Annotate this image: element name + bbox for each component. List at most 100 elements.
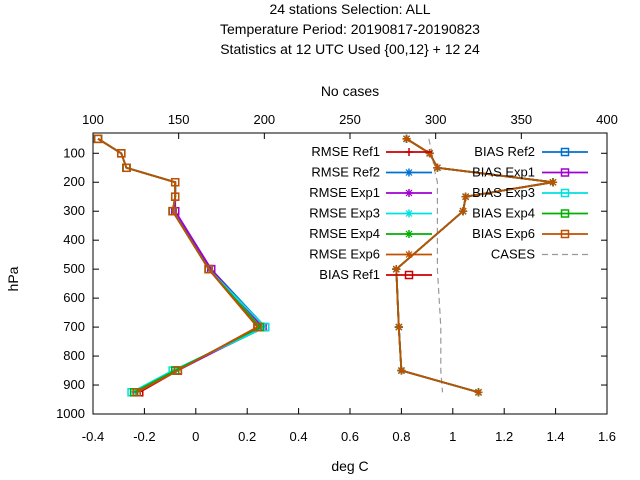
y-tick-label: 400 xyxy=(63,232,85,247)
legend-entry: RMSE Ref1 xyxy=(311,144,432,159)
marker-stroke xyxy=(549,178,557,186)
data-point-rmse-exp6 xyxy=(549,178,558,187)
square-marker xyxy=(170,192,180,201)
data-point-bias-exp6 xyxy=(122,163,131,173)
data-point-bias-exp6 xyxy=(117,149,126,158)
y-tick-label: 500 xyxy=(63,261,85,276)
x2-tick-label: 200 xyxy=(253,112,275,127)
data-point-rmse-exp6 xyxy=(425,149,434,158)
marker-stroke xyxy=(433,164,441,172)
legend-entry: BIAS Ref2 xyxy=(474,144,588,159)
series-bias-exp6 xyxy=(93,134,262,397)
legend-sample-marker xyxy=(405,230,413,238)
x2-tick-label: 150 xyxy=(168,112,190,127)
y-tick-label: 800 xyxy=(63,348,85,363)
data-point-bias-exp6 xyxy=(168,206,177,216)
legend-entry: RMSE Exp3 xyxy=(309,206,432,221)
top-axis-label: No cases xyxy=(321,83,379,99)
x-tick-label: 1.2 xyxy=(495,429,513,444)
legend: RMSE Ref1 RMSE Ref2 RMSE Exp1 RMSE Exp3 RMSE… xyxy=(309,144,588,282)
axes: -0.4 -0.2 0 0.2 0.4 0.6 0.8 1 1.2 1.4 1.6 100 150 200… xyxy=(56,112,618,444)
legend-sample-marker xyxy=(560,147,570,157)
marker-stroke xyxy=(405,169,413,176)
legend-label: RMSE Ref1 xyxy=(311,144,380,159)
legend-entry: BIAS Exp4 xyxy=(472,206,588,221)
legend-label: BIAS Exp6 xyxy=(472,226,535,241)
x-tick-label: -0.2 xyxy=(133,429,155,444)
legend-label: RMSE Exp1 xyxy=(309,185,380,200)
x-tick-label: 0.2 xyxy=(238,429,256,444)
legend-label: BIAS Ref2 xyxy=(474,144,535,159)
square-marker xyxy=(117,149,126,158)
data-point-rmse-exp6 xyxy=(397,366,406,375)
square-marker xyxy=(560,229,570,239)
marker-stroke xyxy=(462,193,470,201)
legend-entry: RMSE Exp6 xyxy=(309,247,432,262)
data-point-rmse-exp6 xyxy=(461,192,470,201)
legend-entry: BIAS Ref1 xyxy=(319,267,432,282)
chart-title-line-2: Temperature Period: 20190817-20190823 xyxy=(220,21,480,37)
legend-label: RMSE Exp4 xyxy=(309,226,380,241)
legend-entry: CASES xyxy=(491,247,588,262)
square-marker xyxy=(173,366,183,375)
y-tick-label: 900 xyxy=(63,377,85,392)
data-point-bias-exp6 xyxy=(253,322,262,332)
x-tick-label: 0.4 xyxy=(290,429,308,444)
legend-sample-marker xyxy=(560,209,570,218)
square-marker xyxy=(168,206,177,216)
x-tick-label: 0 xyxy=(192,429,199,444)
bottom-axis-label: deg C xyxy=(331,458,368,474)
data-point-rmse-exp6 xyxy=(394,323,403,332)
square-marker xyxy=(122,163,131,173)
legend-entry: RMSE Ref2 xyxy=(311,165,432,180)
square-marker xyxy=(93,134,103,144)
data-point-bias-exp6 xyxy=(132,388,141,397)
data-point-rmse-exp6 xyxy=(392,265,401,274)
legend-label: RMSE Exp6 xyxy=(309,247,380,262)
data-point-rmse-exp6 xyxy=(402,134,411,143)
y-tick-label: 200 xyxy=(63,174,85,189)
chart-title-line-3: Statistics at 12 UTC Used {00,12} + 12 2… xyxy=(220,41,480,57)
legend-sample-marker xyxy=(405,148,413,156)
marker-stroke xyxy=(405,251,413,258)
x2-tick-label: 100 xyxy=(82,112,104,127)
data-point-bias-exp6 xyxy=(204,264,213,274)
legend-sample-marker xyxy=(560,229,570,239)
x-tick-label: 0.6 xyxy=(341,429,359,444)
x2-tick-label: 300 xyxy=(425,112,447,127)
square-marker xyxy=(560,209,570,218)
legend-label: CASES xyxy=(491,247,535,262)
legend-entry: BIAS Exp1 xyxy=(472,165,588,180)
y-tick-label: 100 xyxy=(63,145,85,160)
legend-sample-marker xyxy=(405,168,413,177)
x2-tick-label: 250 xyxy=(339,112,361,127)
x-tick-label: 1.6 xyxy=(598,429,616,444)
square-marker xyxy=(170,177,180,187)
x2-tick-label: 350 xyxy=(510,112,532,127)
data-point-rmse-exp6 xyxy=(459,207,468,216)
square-marker xyxy=(560,188,570,198)
legend-entry: RMSE Exp1 xyxy=(309,185,432,200)
legend-entry: BIAS Exp3 xyxy=(472,185,588,200)
y-tick-label: 600 xyxy=(63,290,85,305)
marker-stroke xyxy=(459,207,467,215)
series-line-bias-exp6 xyxy=(97,138,259,394)
data-point-bias-exp6 xyxy=(173,366,183,375)
marker-stroke xyxy=(392,265,400,273)
marker-stroke xyxy=(397,367,405,374)
legend-label: RMSE Exp3 xyxy=(309,206,380,221)
marker-stroke xyxy=(403,135,410,143)
x-tick-label: -0.4 xyxy=(82,429,104,444)
y-axis-label: hPa xyxy=(5,266,21,291)
marker-stroke xyxy=(395,323,403,331)
square-marker xyxy=(253,322,262,332)
square-marker xyxy=(560,168,570,177)
marker-stroke xyxy=(405,230,413,238)
data-point-bias-exp6 xyxy=(170,192,180,201)
square-marker xyxy=(560,147,570,157)
x-tick-label: 1 xyxy=(449,429,456,444)
legend-label: BIAS Exp4 xyxy=(472,206,535,221)
data-series xyxy=(93,134,558,397)
